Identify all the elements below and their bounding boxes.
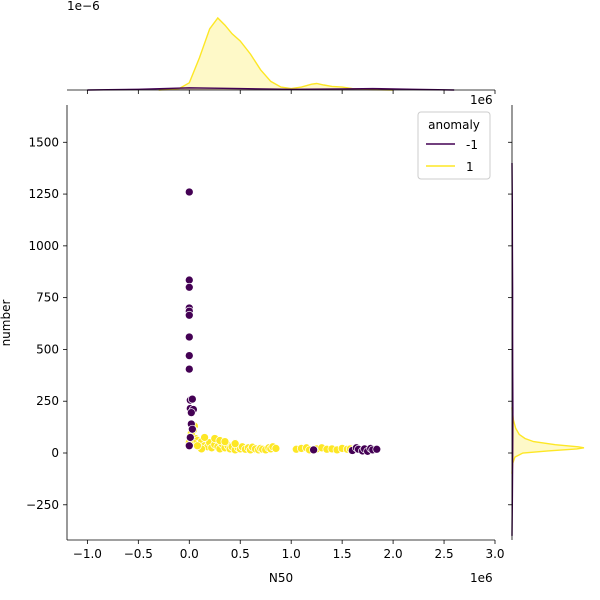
scatter-point-normal [271, 444, 281, 453]
scatter-point-anomaly [372, 444, 382, 454]
x-tick-label: 1.5 [333, 547, 352, 561]
y-tick-label: 250 [36, 394, 59, 408]
scatter-point-anomaly [185, 433, 195, 442]
main-scatter-axes: −1.0 −0.5 0.0 0.5 1.0 1.5 2.0 2.5 3.0 −250 0 250 50… [0, 90, 512, 585]
top-marginal-offset-label: 1e−6 [67, 0, 100, 13]
scatter-point-anomaly [184, 351, 194, 360]
right-marginal-offset-label: 1e6 [470, 93, 493, 107]
x-tick-label: 0.0 [180, 547, 199, 561]
top-marginal-kde: 1e−6 [67, 0, 495, 91]
x-offset-label: 1e6 [470, 571, 493, 585]
y-tick-label: 1500 [28, 135, 59, 149]
x-axis-label: N50 [269, 571, 293, 585]
y-tick-label: −250 [26, 498, 59, 512]
scatter-point-normal [193, 441, 202, 451]
scatter-point-anomaly [184, 275, 194, 285]
legend: anomaly -1 1 [417, 111, 491, 180]
scatter-point-normal [200, 433, 209, 442]
legend-label-neg1: -1 [466, 138, 478, 152]
x-tick-label: 3.0 [485, 547, 504, 561]
right-marginal-kde: 1e6 [470, 93, 585, 540]
x-tick-label: 2.0 [384, 547, 403, 561]
scatter-point-anomaly [184, 441, 194, 451]
top-kde-line [87, 87, 455, 91]
top-kde-line [158, 16, 394, 91]
scatter-point-normal [230, 439, 240, 449]
y-tick-label: 0 [51, 446, 59, 460]
x-tick-label: 2.5 [435, 547, 454, 561]
y-tick-label: 1000 [28, 239, 59, 253]
top-kde-fill [158, 18, 394, 90]
x-tick-label: −0.5 [124, 547, 153, 561]
x-tick-label: 0.5 [231, 547, 250, 561]
scatter-point-anomaly [187, 424, 197, 434]
y-axis-label: number [0, 300, 13, 347]
right-kde-line [511, 407, 585, 474]
scatter-point-anomaly [184, 310, 194, 320]
legend-frame [417, 111, 491, 180]
scatter-point-normal [220, 437, 230, 446]
scatter-point-anomaly [187, 394, 197, 404]
legend-title: anomaly [428, 118, 480, 132]
scatter-point-anomaly [186, 408, 196, 417]
x-tick-label: 1.0 [282, 547, 301, 561]
legend-label-pos1: 1 [466, 160, 474, 174]
y-tick-label: 500 [36, 342, 59, 356]
scatter-point-anomaly [184, 332, 194, 342]
y-tick-label: 1250 [28, 187, 59, 201]
scatter-point-anomaly [184, 282, 194, 292]
scatter-point-anomaly [184, 187, 194, 197]
y-tick-label: 750 [36, 291, 59, 305]
x-tick-label: −1.0 [73, 547, 102, 561]
scatter-point-anomaly [309, 445, 318, 455]
scatter-point-anomaly [184, 364, 194, 374]
right-kde-fill [512, 407, 584, 474]
